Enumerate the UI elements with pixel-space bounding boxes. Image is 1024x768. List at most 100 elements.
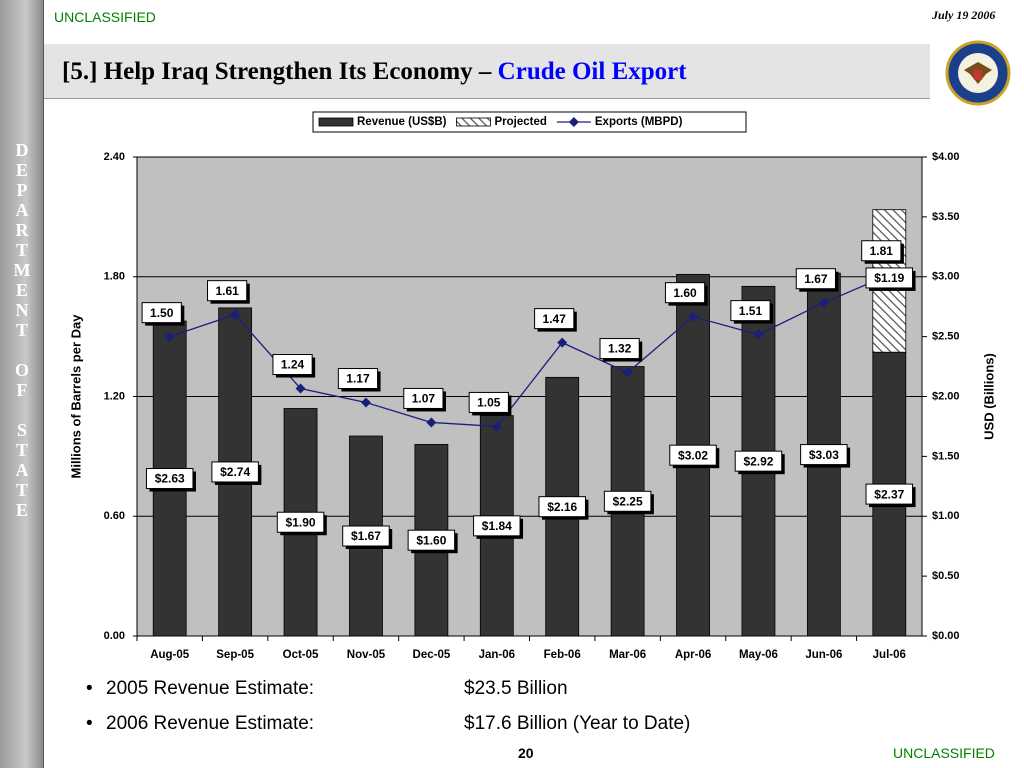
label-box xyxy=(730,300,771,322)
x-tick-label: Mar-06 xyxy=(609,649,646,661)
label-box xyxy=(207,280,248,302)
title-bar xyxy=(44,44,930,99)
label-box xyxy=(795,268,836,290)
label-box xyxy=(865,267,914,289)
data-label: $2.63 xyxy=(155,472,185,486)
label-box xyxy=(211,461,259,483)
classification: UNCLASSIFIED xyxy=(54,9,156,25)
data-label: 1.81 xyxy=(870,244,894,258)
y2-tick-label: $0.00 xyxy=(932,630,960,642)
marker xyxy=(230,309,241,320)
sidebar xyxy=(0,0,44,768)
y2-tick-label: $4.00 xyxy=(932,151,960,163)
y2-tick-label: $1.50 xyxy=(932,450,960,462)
data-label: 1.61 xyxy=(215,284,239,298)
marker xyxy=(753,329,764,340)
y2-tick-label: $0.50 xyxy=(932,570,960,582)
data-label: $1.19 xyxy=(874,271,904,285)
label-box xyxy=(272,354,313,376)
y2-tick-label: $3.00 xyxy=(932,271,960,283)
legend-label: Revenue (US$B) xyxy=(357,116,447,128)
title-highlight: Crude Oil Export xyxy=(497,58,687,85)
data-label: 1.05 xyxy=(477,396,501,410)
marker xyxy=(164,331,175,342)
y-tick-label: 1.20 xyxy=(104,390,125,402)
x-tick-label: Jul-06 xyxy=(873,649,906,661)
page-number: 20 xyxy=(518,745,534,761)
data-label: 1.24 xyxy=(281,358,305,372)
x-tick-label: Oct-05 xyxy=(283,649,319,661)
classification: UNCLASSIFIED xyxy=(893,745,995,761)
legend-swatch xyxy=(318,117,354,127)
marker xyxy=(622,367,633,378)
label-box xyxy=(141,302,182,324)
label-box xyxy=(865,483,914,505)
legend-label: Projected xyxy=(494,116,546,128)
chart: 0.00 0.60 1.20 1.80 2.40 $0.00 $0.50 $1.00 $1.50… xyxy=(68,111,996,661)
data-label: 1.60 xyxy=(673,286,697,300)
marker xyxy=(688,311,699,322)
y2-axis-title: USD (Billions) xyxy=(981,353,996,440)
y2-tick-label: $3.50 xyxy=(932,211,960,223)
y-axis-title: Millions of Barrels per Day xyxy=(68,314,83,479)
data-label: 1.50 xyxy=(150,306,174,320)
x-tick-label: Dec-05 xyxy=(413,649,451,661)
title-text: [5.] Help Iraq Strengthen Its Economy – xyxy=(62,58,492,85)
label-box xyxy=(473,515,521,537)
marker xyxy=(491,421,502,432)
x-tick-label: Sep-05 xyxy=(216,649,254,661)
label-box xyxy=(342,525,390,547)
bullet-value: $17.6 Billion (Year to Date) xyxy=(464,713,691,734)
label-box xyxy=(538,496,586,518)
y-tick-label: 0.60 xyxy=(104,510,125,522)
label-box xyxy=(145,468,194,490)
data-label: 1.51 xyxy=(739,304,763,318)
x-tick-label: Nov-05 xyxy=(347,649,386,661)
label-box xyxy=(337,367,379,389)
data-label: 1.07 xyxy=(412,392,436,406)
bullet-dot: • xyxy=(86,678,93,699)
marker xyxy=(426,417,437,428)
legend-swatch xyxy=(456,117,491,127)
y-tick-label: 0.00 xyxy=(104,630,125,642)
marker xyxy=(557,337,568,348)
data-label: 1.67 xyxy=(804,272,828,286)
data-label: 1.47 xyxy=(543,312,567,326)
marker xyxy=(295,383,306,394)
data-label: $1.84 xyxy=(482,519,512,533)
x-tick-label: May-06 xyxy=(739,649,778,661)
data-label: $2.92 xyxy=(743,454,773,468)
date: July 19 2006 xyxy=(932,8,996,22)
x-tick-label: Apr-06 xyxy=(675,649,711,661)
data-label: 1.17 xyxy=(346,372,370,386)
x-tick-label: Aug-05 xyxy=(150,649,190,661)
marker xyxy=(818,297,829,308)
bullet-value: $23.5 Billion xyxy=(464,678,568,699)
data-label: $2.74 xyxy=(220,465,250,479)
y2-tick-label: $2.00 xyxy=(932,390,960,402)
data-label: $3.03 xyxy=(809,448,839,462)
label-box xyxy=(468,391,509,413)
data-label: 1.32 xyxy=(608,342,632,356)
label-box xyxy=(734,450,783,472)
label-box xyxy=(403,387,444,409)
x-tick-label: Jun-06 xyxy=(805,649,842,661)
legend-box xyxy=(312,111,747,133)
label-box xyxy=(276,511,325,533)
bullet-label: 2006 Revenue Estimate: xyxy=(106,713,315,734)
bullet-dot: • xyxy=(86,713,93,734)
bullet-label: 2005 Revenue Estimate: xyxy=(106,678,315,699)
y2-tick-label: $2.50 xyxy=(932,331,960,343)
legend-marker xyxy=(568,117,579,127)
label-box xyxy=(669,444,717,466)
y2-tick-label: $1.00 xyxy=(932,510,960,522)
data-label: $2.25 xyxy=(613,494,643,508)
x-tick-label: Jan-06 xyxy=(479,649,515,661)
data-label: $1.90 xyxy=(286,515,316,529)
label-box xyxy=(603,490,652,512)
data-label: $3.02 xyxy=(678,448,708,462)
label-box xyxy=(599,338,640,360)
x-tick-label: Feb-06 xyxy=(544,649,581,661)
seal xyxy=(945,40,1011,106)
